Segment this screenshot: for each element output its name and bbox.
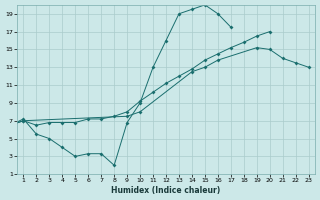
X-axis label: Humidex (Indice chaleur): Humidex (Indice chaleur) [111,186,221,195]
